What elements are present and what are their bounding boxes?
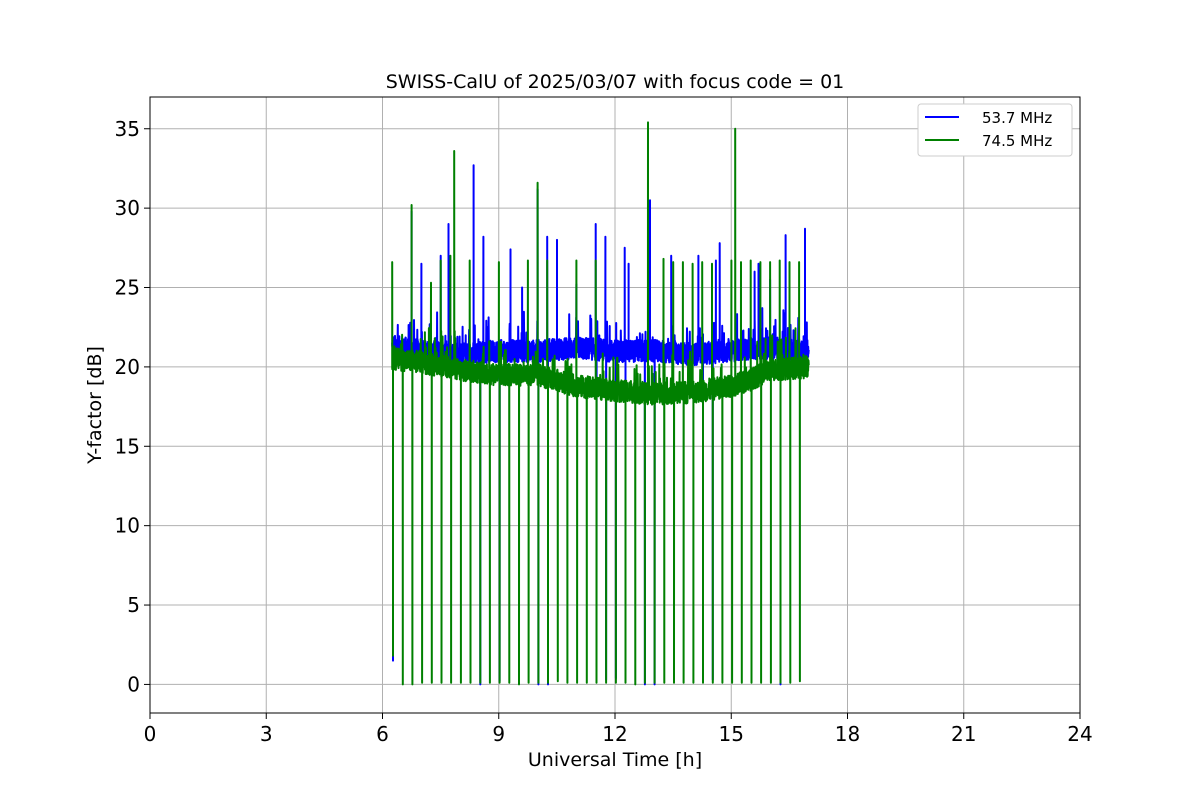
x-axis-label: Universal Time [h] — [528, 749, 702, 771]
x-tick-label: 9 — [492, 722, 505, 746]
x-tick-label: 6 — [376, 722, 389, 746]
series-line — [391, 164, 810, 686]
legend-entry-53-7: 53.7 MHz — [982, 109, 1052, 127]
y-axis-label: Y-factor [dB] — [84, 346, 106, 465]
series-53-7-mhz — [391, 164, 810, 686]
x-tick-label: 12 — [602, 722, 627, 746]
y-tick-label: 25 — [115, 276, 140, 300]
y-tick-label: 0 — [127, 672, 140, 696]
x-tick-label: 3 — [260, 722, 273, 746]
x-tick-label: 0 — [144, 722, 157, 746]
x-tick-label: 18 — [835, 722, 860, 746]
x-tick-label: 24 — [1067, 722, 1092, 746]
legend: 53.7 MHz 74.5 MHz — [917, 103, 1073, 157]
y-tick-label: 35 — [115, 117, 140, 141]
x-tick-label: 21 — [951, 722, 976, 746]
y-tick-label: 20 — [115, 355, 140, 379]
y-tick-label: 5 — [127, 593, 140, 617]
plot-area — [391, 121, 810, 686]
legend-entry-74-5: 74.5 MHz — [982, 132, 1052, 150]
y-axis: 0 5 10 15 20 25 30 35 — [115, 117, 150, 696]
y-tick-label: 30 — [115, 196, 140, 220]
x-axis: 0 3 6 9 12 15 18 21 24 — [144, 713, 1093, 746]
series-line — [391, 121, 810, 686]
y-tick-label: 15 — [115, 434, 140, 458]
y-tick-label: 10 — [115, 514, 140, 538]
chart-title: SWISS-CalU of 2025/03/07 with focus code… — [386, 71, 845, 93]
x-tick-label: 15 — [719, 722, 744, 746]
series-74-5-mhz — [391, 121, 810, 686]
